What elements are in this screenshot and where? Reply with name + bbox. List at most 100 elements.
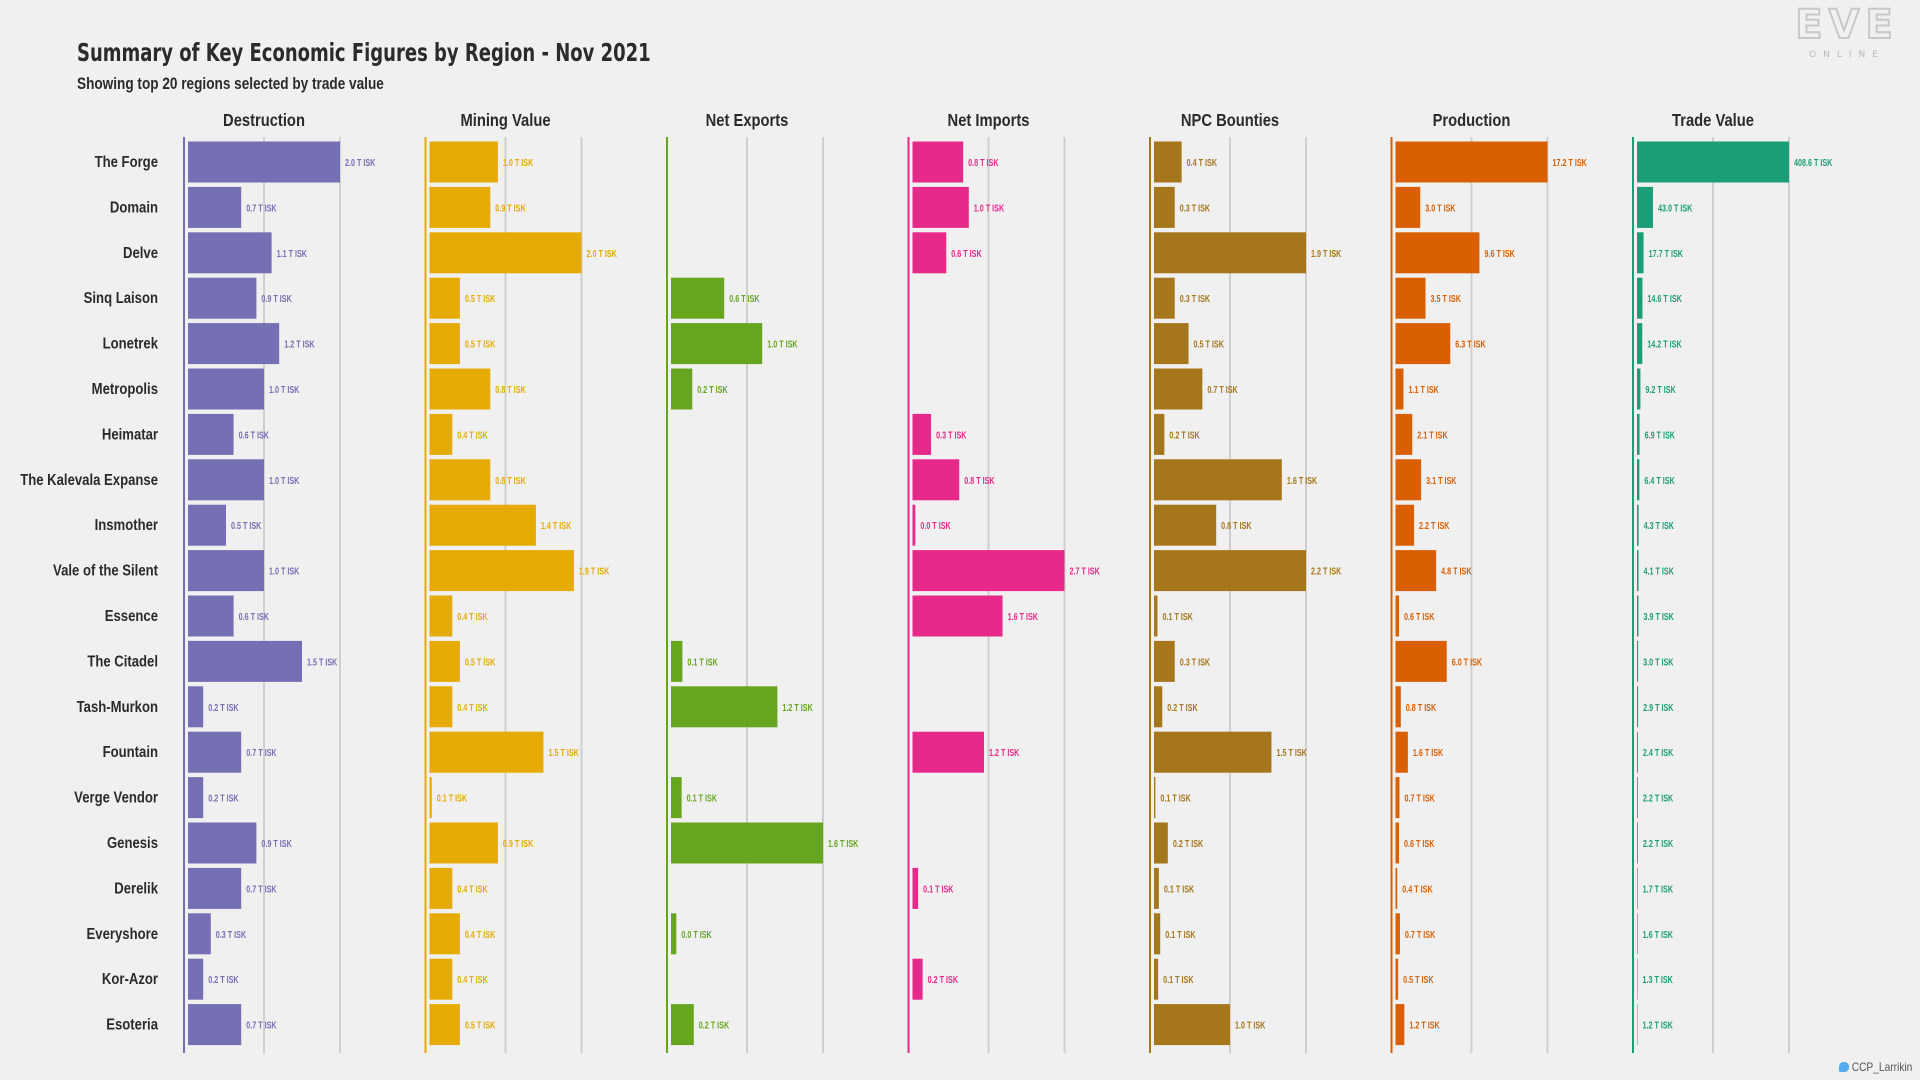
mining-value-value-label: 0.9 T ISK (495, 202, 526, 213)
destruction-value-label: 1.0 T ISK (269, 475, 300, 486)
net-imports-value-text: 0.6 T ISK (951, 248, 982, 259)
mining-value-value-label: 0.5 T ISK (465, 338, 496, 349)
trade-value-value-text: 4.1 T ISK (1644, 565, 1675, 576)
production-value-label: 0.7 T ISK (1405, 929, 1436, 940)
destruction-bar-heimatar (188, 413, 234, 455)
production-value-text: 0.7 T ISK (1405, 929, 1436, 940)
destruction-header-text: Destruction (223, 111, 305, 131)
region-label-the-kalevala-expanse: The Kalevala Expanse (20, 472, 158, 489)
destruction-bar-esoteria (188, 1004, 242, 1046)
net-imports-value-label: 0.8 T ISK (964, 475, 995, 486)
mining-value-value-label: 0.8 T ISK (495, 475, 526, 486)
npc-bounties-value-label: 0.8 T ISK (1221, 520, 1252, 531)
destruction-value-text: 0.7 T ISK (246, 1019, 277, 1030)
chart-title: Summary of Key Economic Figures by Regio… (77, 38, 651, 67)
npc-bounties-value-label: 0.1 T ISK (1165, 929, 1196, 940)
npc-bounties-value-label: 0.1 T ISK (1160, 792, 1191, 803)
trade-value-bar-metropolis (1637, 368, 1641, 410)
region-label-text: Genesis (107, 835, 158, 852)
trade-value-value-label: 14.6 T ISK (1647, 293, 1682, 304)
twitter-bird-icon (1838, 1062, 1849, 1072)
production-value-label: 0.4 T ISK (1402, 883, 1433, 894)
production-value-text: 0.4 T ISK (1402, 883, 1433, 894)
trade-value-bar-the-forge (1637, 141, 1789, 183)
npc-bounties-value-text: 0.1 T ISK (1164, 883, 1195, 894)
npc-bounties-value-label: 0.7 T ISK (1207, 384, 1238, 395)
destruction-value-label: 1.0 T ISK (269, 565, 300, 576)
trade-value-value-text: 4.3 T ISK (1644, 520, 1675, 531)
destruction-value-text: 0.2 T ISK (208, 974, 239, 985)
npc-bounties-value-label: 1.6 T ISK (1287, 475, 1318, 486)
destruction-value-label: 0.2 T ISK (208, 702, 239, 713)
destruction-value-label: 1.5 T ISK (307, 656, 338, 667)
trade-value-bar-verge-vendor (1637, 777, 1638, 819)
destruction-panel-header: Destruction (223, 111, 305, 131)
production-bar-everyshore (1395, 913, 1400, 955)
npc-bounties-value-label: 0.1 T ISK (1164, 883, 1195, 894)
trade-value-value-label: 2.9 T ISK (1643, 702, 1674, 713)
production-value-label: 3.0 T ISK (1425, 202, 1456, 213)
region-label-text: Domain (110, 199, 158, 216)
net-exports-bar-lonetrek (671, 323, 763, 365)
mining-value-value-text: 0.5 T ISK (465, 1019, 496, 1030)
npc-bounties-value-text: 0.1 T ISK (1162, 611, 1193, 622)
mining-value-value-text: 0.5 T ISK (465, 656, 496, 667)
production-bar-essence (1395, 595, 1400, 637)
mining-value-value-text: 0.1 T ISK (437, 792, 468, 803)
destruction-value-text: 1.0 T ISK (269, 475, 300, 486)
trade-value-value-text: 6.9 T ISK (1645, 429, 1676, 440)
destruction-value-label: 0.7 T ISK (246, 747, 277, 758)
npc-bounties-bar-derelik (1154, 867, 1159, 909)
credit: CCP_Larrikin (1838, 1060, 1912, 1074)
net-imports-bar-domain (912, 186, 969, 228)
npc-bounties-value-text: 1.6 T ISK (1287, 475, 1318, 486)
production-value-label: 2.2 T ISK (1419, 520, 1450, 531)
npc-bounties-value-text: 0.2 T ISK (1173, 838, 1204, 849)
region-label-text: Vale of the Silent (53, 562, 158, 579)
net-imports-bar-derelik (912, 867, 919, 909)
mining-value-bar-delve (429, 232, 582, 274)
net-exports-bar-genesis (671, 822, 823, 864)
mining-value-bar-esoteria (429, 1004, 460, 1046)
net-exports-value-text: 0.2 T ISK (699, 1019, 730, 1030)
net-imports-value-label: 0.8 T ISK (968, 157, 999, 168)
eve-online-logo: EVE ONLINE (1794, 2, 1894, 60)
region-label-vale-of-the-silent: Vale of the Silent (53, 562, 158, 579)
credit-handle: CCP_Larrikin (1851, 1060, 1912, 1074)
mining-value-value-label: 0.5 T ISK (465, 293, 496, 304)
destruction-value-text: 0.6 T ISK (239, 429, 270, 440)
region-label-genesis: Genesis (107, 835, 158, 852)
destruction-value-label: 1.2 T ISK (284, 338, 315, 349)
net-imports-value-text: 0.1 T ISK (923, 883, 954, 894)
npc-bounties-value-label: 1.5 T ISK (1276, 747, 1307, 758)
net-imports-value-label: 0.6 T ISK (951, 248, 982, 259)
net-exports-bar-metropolis (671, 368, 693, 410)
npc-bounties-bar-kor-azor (1154, 958, 1159, 1000)
net-imports-bar-the-forge (912, 141, 964, 183)
production-value-text: 0.8 T ISK (1406, 702, 1437, 713)
production-value-label: 1.1 T ISK (1408, 384, 1439, 395)
production-value-text: 1.2 T ISK (1409, 1019, 1440, 1030)
destruction-value-text: 0.7 T ISK (246, 202, 277, 213)
trade-value-value-label: 2.2 T ISK (1643, 792, 1674, 803)
net-imports-value-text: 2.7 T ISK (1070, 565, 1101, 576)
mining-value-bar-insmother (429, 504, 536, 546)
mining-value-value-label: 0.4 T ISK (465, 929, 496, 940)
destruction-bar-insmother (188, 504, 226, 546)
net-imports-panel-header: Net Imports (948, 111, 1030, 131)
destruction-value-text: 1.0 T ISK (269, 565, 300, 576)
destruction-value-label: 0.7 T ISK (246, 883, 277, 894)
destruction-bar-genesis (188, 822, 257, 864)
destruction-value-text: 0.9 T ISK (261, 838, 292, 849)
net-exports-value-text: 1.0 T ISK (767, 338, 798, 349)
mining-value-bar-genesis (429, 822, 498, 864)
destruction-value-label: 0.9 T ISK (261, 293, 292, 304)
npc-bounties-bar-the-kalevala-expanse (1154, 459, 1282, 501)
region-label-delve: Delve (123, 245, 158, 262)
mining-value-value-label: 2.0 T ISK (587, 248, 618, 259)
destruction-bar-derelik (188, 867, 242, 909)
net-imports-bar-insmother (912, 504, 916, 546)
npc-bounties-value-text: 2.2 T ISK (1311, 565, 1342, 576)
trade-value-bar-tash-murkon (1637, 686, 1639, 728)
destruction-value-label: 0.5 T ISK (231, 520, 262, 531)
